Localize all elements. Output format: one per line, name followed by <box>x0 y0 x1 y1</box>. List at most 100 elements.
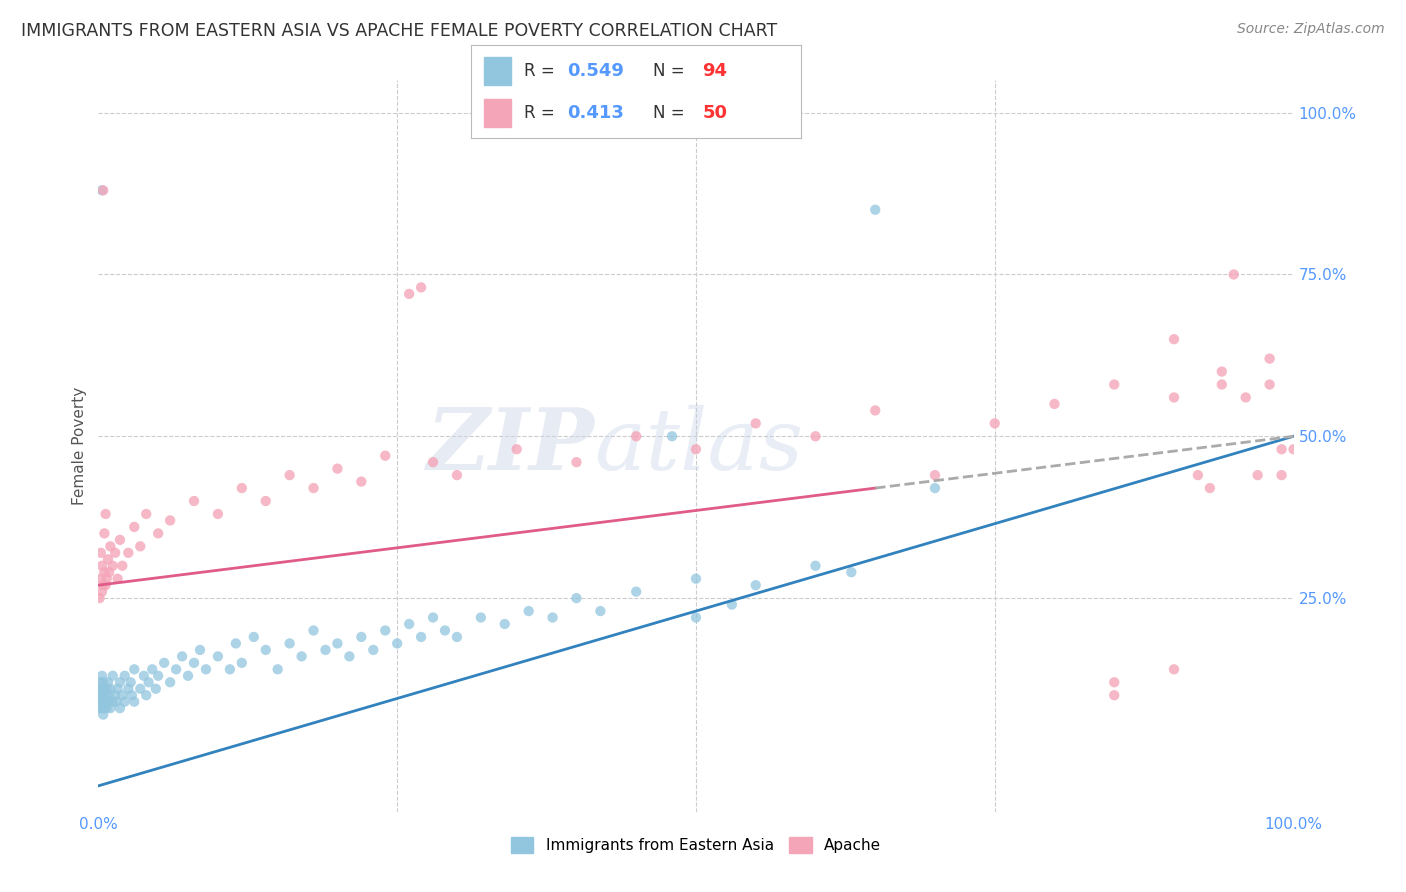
Point <box>93 526 115 541</box>
Point <box>1163 662 1185 676</box>
Point <box>685 610 707 624</box>
Point <box>589 604 612 618</box>
Point <box>145 681 167 696</box>
Text: Source: ZipAtlas.com: Source: ZipAtlas.com <box>1237 22 1385 37</box>
Point <box>89 681 111 696</box>
Point <box>804 429 827 443</box>
Point <box>94 695 117 709</box>
Point <box>91 578 114 592</box>
Point <box>91 669 114 683</box>
Point <box>183 656 205 670</box>
Point <box>374 449 396 463</box>
Point <box>243 630 266 644</box>
Point <box>541 610 564 624</box>
Point <box>141 662 163 676</box>
Point <box>1258 351 1281 366</box>
Point <box>91 584 114 599</box>
Point <box>278 468 301 483</box>
Y-axis label: Female Poverty: Female Poverty <box>72 387 87 505</box>
Point <box>626 584 648 599</box>
Point <box>132 669 155 683</box>
Point <box>101 558 124 573</box>
Point <box>96 701 118 715</box>
Point <box>302 481 325 495</box>
Point <box>94 688 117 702</box>
Point <box>153 656 176 670</box>
Point <box>207 507 229 521</box>
Point <box>96 572 118 586</box>
Point <box>91 183 114 197</box>
Point <box>924 481 946 495</box>
Point <box>685 572 707 586</box>
Point <box>225 636 247 650</box>
Point <box>90 546 112 560</box>
Point <box>111 558 134 573</box>
Point <box>1211 365 1233 379</box>
Bar <box>484 99 510 127</box>
Point <box>104 546 127 560</box>
Point <box>865 403 887 417</box>
Point <box>1163 332 1185 346</box>
Point <box>135 507 157 521</box>
Point <box>517 604 540 618</box>
Point <box>124 520 146 534</box>
Point <box>138 675 160 690</box>
Point <box>745 578 768 592</box>
Point <box>91 681 114 696</box>
Point <box>108 675 131 690</box>
Point <box>565 591 588 606</box>
Point <box>91 707 114 722</box>
Point <box>326 636 349 650</box>
Point <box>1104 675 1126 690</box>
Point <box>804 558 827 573</box>
Point <box>470 610 492 624</box>
Point <box>183 494 205 508</box>
Point <box>91 695 114 709</box>
Point <box>96 681 118 696</box>
Point <box>291 649 314 664</box>
Point <box>350 630 373 644</box>
Point <box>114 695 136 709</box>
Point <box>721 598 744 612</box>
Point <box>1258 377 1281 392</box>
Point <box>219 662 242 676</box>
Point <box>398 617 420 632</box>
Text: atlas: atlas <box>595 405 803 487</box>
Point <box>90 695 112 709</box>
Text: R =: R = <box>524 104 560 122</box>
Point <box>231 656 253 670</box>
Point <box>108 701 131 715</box>
Point <box>172 649 194 664</box>
Point <box>124 695 146 709</box>
Point <box>422 455 444 469</box>
Point <box>195 662 218 676</box>
Point <box>135 688 157 702</box>
Text: 94: 94 <box>703 62 727 79</box>
Point <box>924 468 946 483</box>
Point <box>1271 442 1294 457</box>
Point <box>93 695 115 709</box>
Point <box>97 552 120 566</box>
Point <box>374 624 396 638</box>
Point <box>398 286 420 301</box>
Point <box>121 688 143 702</box>
Point <box>267 662 290 676</box>
Point <box>278 636 301 650</box>
Point <box>745 417 768 431</box>
Point <box>1043 397 1066 411</box>
Point <box>984 417 1007 431</box>
Point <box>565 455 588 469</box>
Point <box>339 649 361 664</box>
Point <box>93 701 115 715</box>
Point <box>1211 377 1233 392</box>
Point <box>98 539 122 553</box>
Point <box>1163 391 1185 405</box>
Point <box>1247 468 1270 483</box>
Point <box>101 695 124 709</box>
Point <box>108 533 131 547</box>
Point <box>98 681 122 696</box>
Point <box>446 468 468 483</box>
Point <box>434 624 457 638</box>
Point <box>117 681 139 696</box>
Point <box>97 695 120 709</box>
